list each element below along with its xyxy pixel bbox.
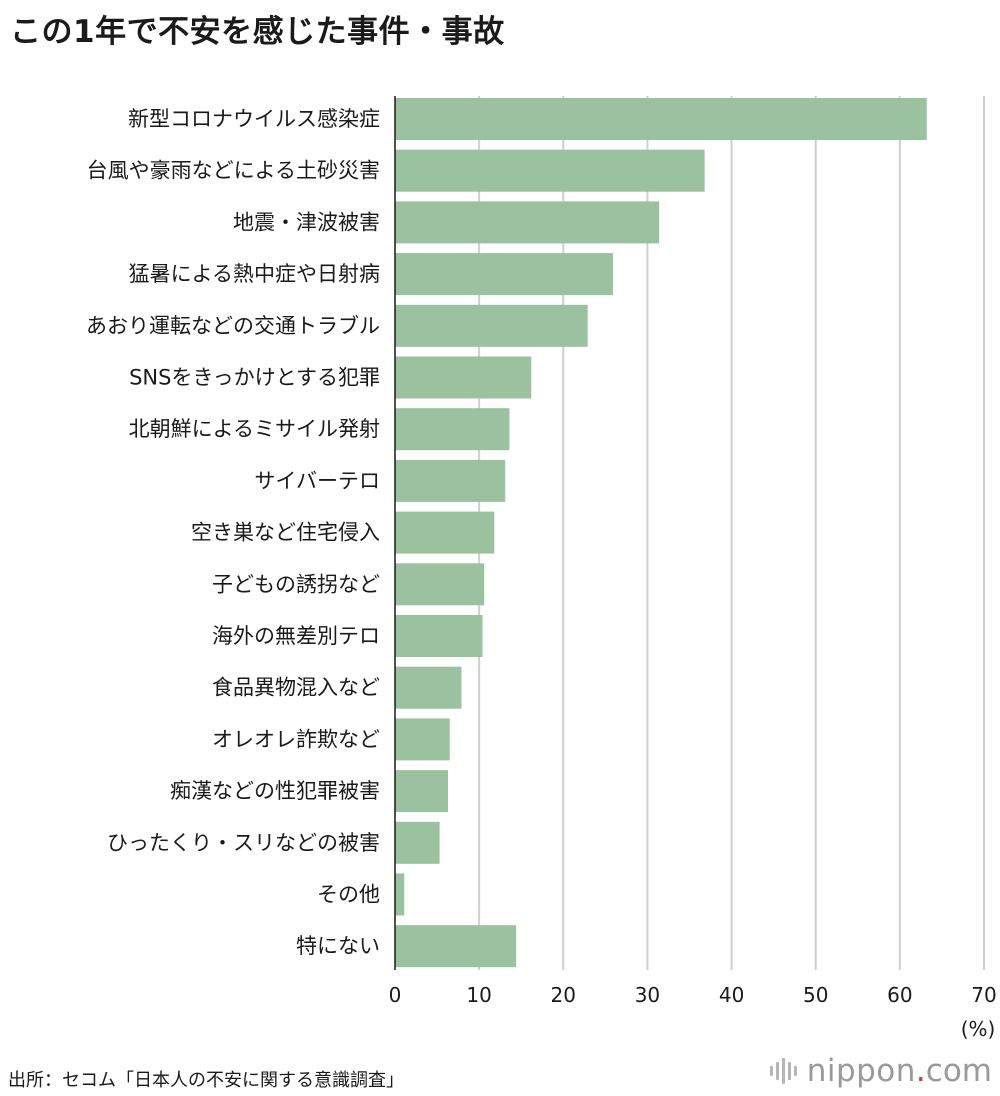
bar (395, 925, 517, 968)
x-tick-label: 10 (466, 983, 491, 1007)
bar (395, 873, 405, 916)
logo-dot: . (915, 1053, 926, 1089)
x-tick-label: 30 (635, 983, 660, 1007)
category-label: ひったくり・スリなどの被害 (107, 831, 380, 855)
bar-chart: 新型コロナウイルス感染症台風や豪雨などによる土砂災害地震・津波被害猛暑による熱中… (86, 96, 997, 1041)
bar (395, 201, 660, 244)
category-label: 食品異物混入など (212, 676, 380, 700)
bar (395, 718, 450, 761)
bars (395, 98, 927, 968)
x-tick-label: 0 (389, 983, 402, 1007)
category-label: 猛暑による熱中症や日射病 (129, 262, 380, 286)
x-tick-label: 20 (551, 983, 576, 1007)
bar (395, 356, 532, 399)
x-tick-label: 70 (971, 983, 996, 1007)
category-label: 海外の無差別テロ (212, 624, 380, 648)
category-label: 地震・津波被害 (233, 210, 380, 234)
logo-mark-icon (769, 1058, 797, 1084)
bar (395, 149, 705, 192)
bar (395, 666, 462, 709)
category-label: 台風や豪雨などによる土砂災害 (87, 159, 380, 183)
category-label: 特にない (296, 934, 380, 958)
x-tick-labels: 0 10 20 30 40 50 60 70 (389, 983, 997, 1007)
x-tick-label: 60 (887, 983, 912, 1007)
bar (395, 408, 510, 451)
chart-title: この1年で不安を感じた事件・事故 (10, 14, 505, 50)
bar (395, 511, 495, 554)
category-label: オレオレ詐欺など (212, 727, 380, 751)
x-unit-label: (%) (961, 1017, 996, 1041)
logo-text: nippon (806, 1053, 916, 1089)
logo-suffix: com (925, 1053, 992, 1089)
x-tick-label: 40 (719, 983, 744, 1007)
bar (395, 615, 483, 657)
bar (395, 563, 485, 606)
bar (395, 98, 927, 140)
bar (395, 304, 588, 347)
source-note: 出所：セコム「日本人の不安に関する意識調査」 (8, 1070, 404, 1091)
nippon-logo: nippon. com (769, 1053, 992, 1089)
category-label: サイバーテロ (254, 469, 380, 493)
category-label: その他 (317, 883, 380, 907)
category-label: SNSをきっかけとする犯罪 (129, 366, 380, 390)
category-label: 新型コロナウイルス感染症 (128, 107, 380, 131)
category-label: あおり運転などの交通トラブル (86, 314, 380, 338)
bar (395, 253, 613, 296)
bar (395, 770, 449, 813)
category-label: 北朝鮮によるミサイル発射 (129, 417, 380, 441)
bar (395, 459, 506, 502)
category-label: 子どもの誘拐など (212, 572, 380, 596)
x-tick-label: 50 (803, 983, 828, 1007)
bar (395, 821, 440, 864)
category-labels: 新型コロナウイルス感染症台風や豪雨などによる土砂災害地震・津波被害猛暑による熱中… (86, 107, 380, 958)
category-label: 空き巣など住宅侵入 (191, 521, 380, 545)
category-label: 痴漢などの性犯罪被害 (170, 779, 380, 803)
